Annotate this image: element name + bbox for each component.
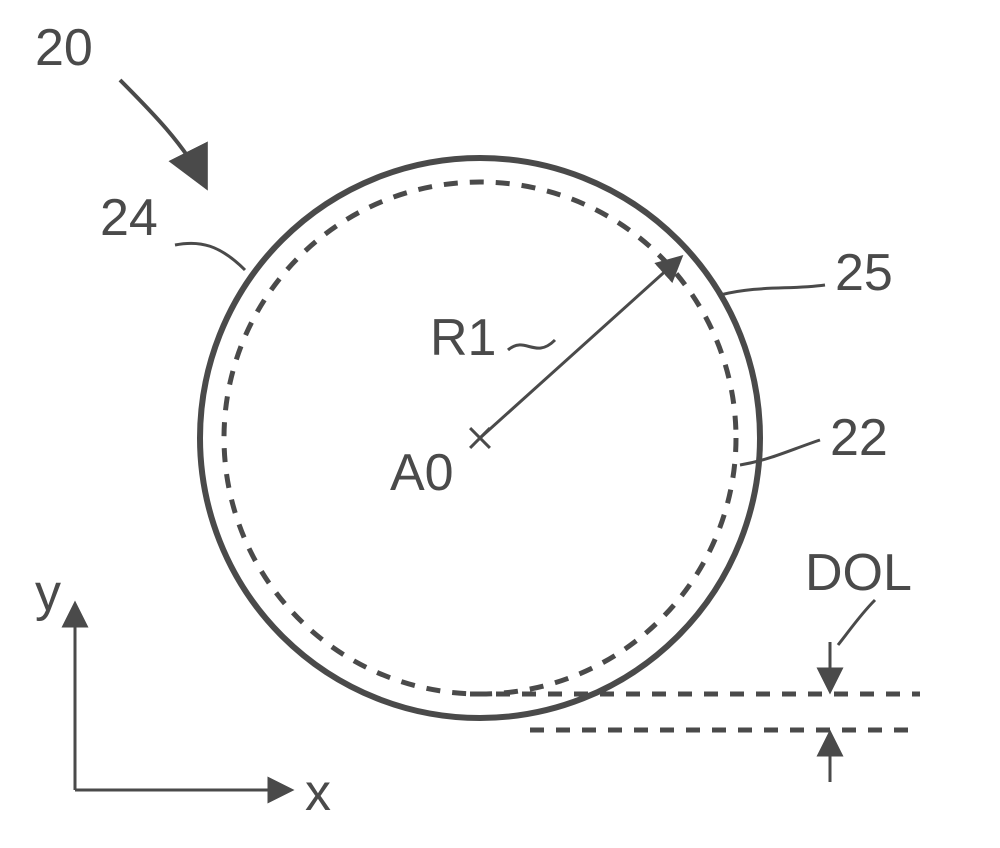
- label-a0: A0: [390, 444, 454, 502]
- label-r1: R1: [430, 309, 496, 367]
- label-24: 24: [100, 189, 158, 247]
- label-dol: DOL: [805, 544, 912, 602]
- label-25: 25: [835, 244, 893, 302]
- label-axis-x: x: [305, 764, 331, 822]
- label-20: 20: [35, 19, 93, 77]
- label-axis-y: y: [35, 564, 61, 622]
- label-22: 22: [830, 409, 888, 467]
